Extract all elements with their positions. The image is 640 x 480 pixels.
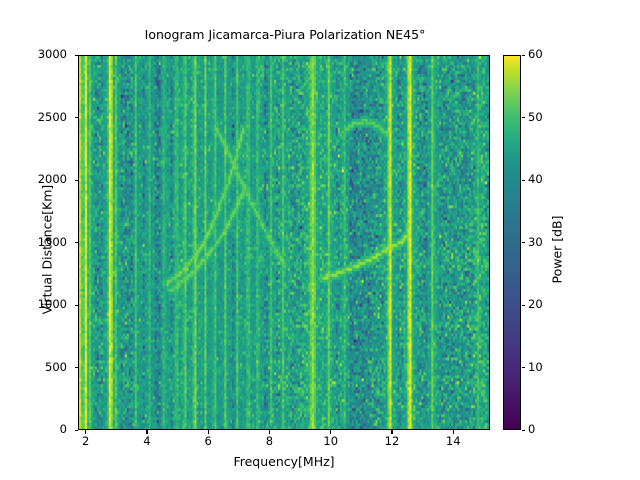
colorbar-tick-label: 60 — [528, 47, 543, 61]
x-tick-mark — [391, 430, 393, 434]
y-tick-label: 2000 — [37, 172, 67, 186]
y-tick-mark — [74, 367, 78, 369]
y-tick-mark — [74, 117, 78, 119]
x-tick-mark — [268, 430, 271, 434]
colorbar-tick-label: 50 — [528, 109, 543, 124]
x-tick-label: 12 — [384, 434, 400, 448]
colorbar-tick-mark — [521, 367, 525, 369]
y-tick-mark — [74, 179, 78, 181]
colorbar-tick-mark — [521, 429, 525, 431]
y-tick-label: 500 — [45, 359, 67, 374]
x-tick-mark — [452, 430, 454, 434]
x-tick-label: 6 — [204, 434, 212, 448]
x-tick-label: 2 — [81, 434, 90, 448]
x-tick-mark — [207, 430, 209, 434]
x-axis-label: Frequency[MHz] — [233, 454, 335, 469]
y-axis-label: Virtual Distance[Km] — [39, 184, 55, 315]
colorbar-tick-mark — [521, 304, 525, 306]
y-tick-mark — [74, 54, 78, 56]
colorbar-tick-mark — [521, 242, 525, 244]
x-tick-mark — [330, 430, 332, 434]
title-line-1: Ionogram Jicamarca-Piura Polarization NE… — [144, 26, 426, 42]
colorbar-tick-mark — [521, 54, 525, 56]
x-tick-mark — [146, 430, 148, 434]
colorbar-tick-label: 20 — [528, 297, 543, 311]
y-tick-label: 1500 — [37, 234, 67, 249]
y-tick-mark — [74, 242, 78, 244]
ionogram-heatmap-canvas — [79, 56, 489, 429]
colorbar-tick-label: 10 — [528, 359, 543, 374]
colorbar-tick-mark — [521, 179, 525, 181]
y-tick-label: 0 — [59, 422, 67, 436]
colorbar-tick-label: 30 — [528, 234, 543, 249]
y-tick-label: 1000 — [37, 297, 67, 311]
colorbar-tick-label: 40 — [528, 172, 543, 186]
y-tick-mark — [74, 304, 78, 306]
colorbar-tick-label: 0 — [528, 422, 536, 436]
x-tick-label: 14 — [445, 434, 461, 448]
y-tick-mark — [74, 429, 78, 431]
y-tick-label: 3000 — [37, 47, 67, 61]
x-tick-mark — [85, 430, 87, 434]
heatmap-plot-area — [78, 55, 490, 430]
colorbar-tick-mark — [521, 117, 525, 119]
x-tick-label: 8 — [265, 434, 274, 448]
y-tick-label: 2500 — [37, 109, 67, 124]
x-tick-label: 10 — [323, 434, 339, 448]
colorbar-label: Power [dB] — [549, 215, 565, 284]
colorbar — [503, 55, 521, 430]
x-tick-label: 4 — [143, 434, 151, 448]
